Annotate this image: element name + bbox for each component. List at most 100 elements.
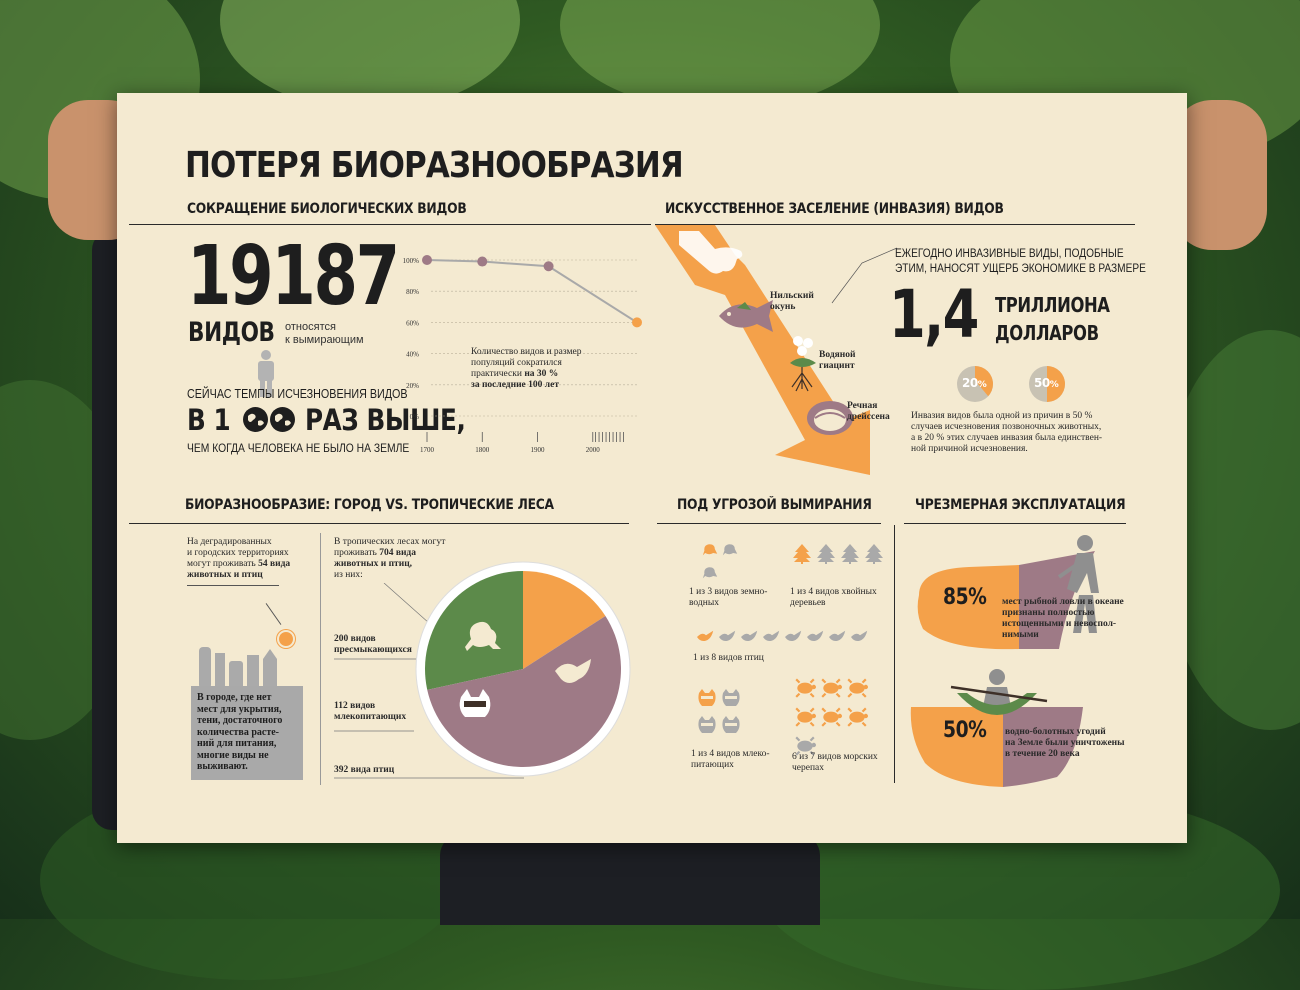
rate-line-1: СЕЙЧАС ТЕМПЫ ИСЧЕЗНОВЕНИЯ ВИДОВ (187, 387, 408, 401)
damage-amount: 1,4 (889, 276, 979, 353)
wetland-text-line: в течение 20 века (1005, 749, 1080, 759)
pie-slice (523, 571, 606, 669)
turtle-icon (821, 707, 842, 727)
frog-icon (702, 567, 718, 579)
city-box-line: выживают. (197, 761, 248, 772)
conifer-icons (790, 543, 886, 570)
city-box: В городе, где нет мест для укрытия, тени… (191, 686, 303, 780)
wetland-percent: 50% (943, 718, 987, 743)
fish-text: мест рыбной ловли в океане признаны полн… (1002, 597, 1124, 641)
mammal-threat-line: 1 из 4 видов млеко- (691, 749, 770, 759)
fish-text-line: мест рыбной ловли в океане (1002, 597, 1124, 607)
poster-title: ПОТЕРЯ БИОРАЗНООБРАЗИЯ (185, 145, 684, 186)
conifer-label-line: 1 из 4 видов хвойных (790, 587, 877, 597)
conifer-icon (841, 544, 859, 564)
bird-icon (763, 630, 780, 642)
water-hyacinth-icon (790, 336, 816, 392)
hyacinth-label-line: гиацинт (819, 361, 855, 371)
wetland-text: водно-болотных угодий на Земле были унич… (1005, 727, 1125, 760)
amphibian-label-line: водных (689, 598, 719, 608)
species-count-note: относятся к вымирающим (285, 321, 364, 347)
series-line (426, 259, 638, 324)
bird-icon (807, 630, 824, 642)
city-buildings-icon (199, 647, 277, 689)
perch-label: Нильский окунь (770, 291, 814, 313)
city-box-line: В городе, где нет (197, 692, 272, 703)
bird-icon (741, 630, 758, 642)
turtle-threat-label: 6 из 7 видов морских черепах (792, 752, 878, 774)
bird-icons (695, 627, 871, 652)
damage-text: ЕЖЕГОДНО ИНВАЗИВНЫЕ ВИДЫ, ПОДОБНЫЕ ЭТИМ,… (895, 247, 1146, 277)
invasion-rule (655, 224, 1135, 225)
zebra-mussel-icon (807, 401, 853, 435)
rate-prefix: В 1 (187, 403, 231, 437)
city-note-text: могут проживать (187, 559, 256, 569)
species-heading: СОКРАЩЕНИЕ БИОЛОГИЧЕСКИХ ВИДОВ (187, 201, 467, 217)
city-box-line: ний для питания, (197, 738, 277, 749)
conifer-label: 1 из 4 видов хвойных деревьев (790, 587, 877, 609)
city-box-line: многие виды не (197, 749, 269, 761)
cause-text: Инвазия видов была одной из причин в 50 … (911, 411, 1141, 455)
bird-icon (785, 630, 802, 642)
globe-icon (242, 407, 268, 432)
rate-line-2: В 1 РАЗ ВЫШЕ, (187, 403, 494, 437)
city-heading: БИОРАЗНООБРАЗИЕ: ГОРОД VS. ТРОПИЧЕСКИЕ Л… (185, 497, 554, 513)
damage-line: ЕЖЕГОДНО ИНВАЗИВНЫЕ ВИДЫ, ПОДОБНЫЕ (895, 248, 1124, 260)
turtle-threat-line: 6 из 7 видов морских (792, 752, 878, 762)
perch-label-line: окунь (770, 302, 796, 312)
y-tick-label: 0% (410, 413, 420, 421)
exploit-rule (904, 523, 1126, 524)
cause-line: случаев исчезновения позвоночных животны… (911, 422, 1102, 432)
chart-note-bold: на 30 % (524, 369, 559, 379)
wetland-text-line: водно-болотных угодий (1005, 727, 1106, 737)
invasion-heading: ИСКУССТВЕННОЕ ЗАСЕЛЕНИЕ (ИНВАЗИЯ) ВИДОВ (665, 201, 1004, 217)
chart-note-text: практически (471, 369, 522, 379)
cause-line: Инвазия видов была одной из причин в 50 … (911, 411, 1093, 421)
threat-divider (894, 525, 895, 783)
x-tick-label: 1700 (420, 446, 435, 454)
pct-sign: % (977, 380, 987, 390)
y-tick-label: 100% (403, 257, 420, 265)
percent-20-circle: 20% (957, 366, 993, 402)
turtle-icon (821, 678, 842, 698)
chart-note: Количество видов и размер популяций сокр… (471, 347, 611, 391)
damage-unit: ТРИЛЛИОНА ДОЛЛАРОВ (995, 291, 1110, 347)
bird-icon (829, 630, 846, 642)
reptiles-label-line: 200 видов (334, 634, 376, 644)
city-note-line: и городских территориях (187, 548, 289, 558)
data-point (422, 255, 432, 265)
exploit-heading: ЧРЕЗМЕРНАЯ ЭКСПЛУАТАЦИЯ (915, 497, 1126, 513)
percent-50-fill (1047, 366, 1065, 402)
x-tick-label: 1800 (475, 446, 490, 454)
rate-line-3: ЧЕМ КОГДА ЧЕЛОВЕКА НЕ БЫЛО НА ЗЕМЛЕ (187, 441, 410, 455)
cause-line: а в 20 % этих случаев инвазия была единс… (911, 433, 1103, 443)
reptiles-label: 200 видов пресмыкающихся (334, 634, 412, 656)
hand-icon (679, 231, 743, 274)
chart-note-line: практически на 30 % (471, 369, 611, 380)
turtle-icons (792, 675, 878, 762)
human-silhouette-icon (258, 350, 274, 397)
forest-note-bold: животных и птиц, (334, 559, 413, 569)
chart-note-line: Количество видов и размер (471, 347, 582, 357)
city-note-bold: животных и птиц (187, 570, 263, 580)
connector-line (831, 247, 898, 304)
forest-note-line: проживать 704 вида (334, 548, 445, 559)
species-rule (129, 224, 651, 225)
city-note-tick (265, 603, 282, 625)
frog-icon (465, 621, 501, 651)
x-tick-label: 1900 (531, 446, 546, 454)
mammals-label: 112 видов млекопитающих (334, 701, 406, 723)
chart-note-bold: за последние 100 лет (471, 380, 559, 390)
bird-icon (719, 630, 736, 642)
city-note: На деградированных и городских территори… (187, 537, 290, 581)
city-divider (320, 533, 321, 785)
turtle-icon (847, 678, 868, 698)
hyacinth-label: Водяной гиацинт (819, 350, 855, 372)
species-count-unit: ВИДОВ (188, 317, 275, 348)
city-dot (277, 630, 295, 648)
wetland-illustration (910, 669, 1083, 787)
data-point (543, 261, 554, 272)
conifer-label-line: деревьев (790, 598, 826, 608)
threat-rule (657, 523, 881, 524)
chart-note-line: популяций сократился (471, 358, 562, 368)
